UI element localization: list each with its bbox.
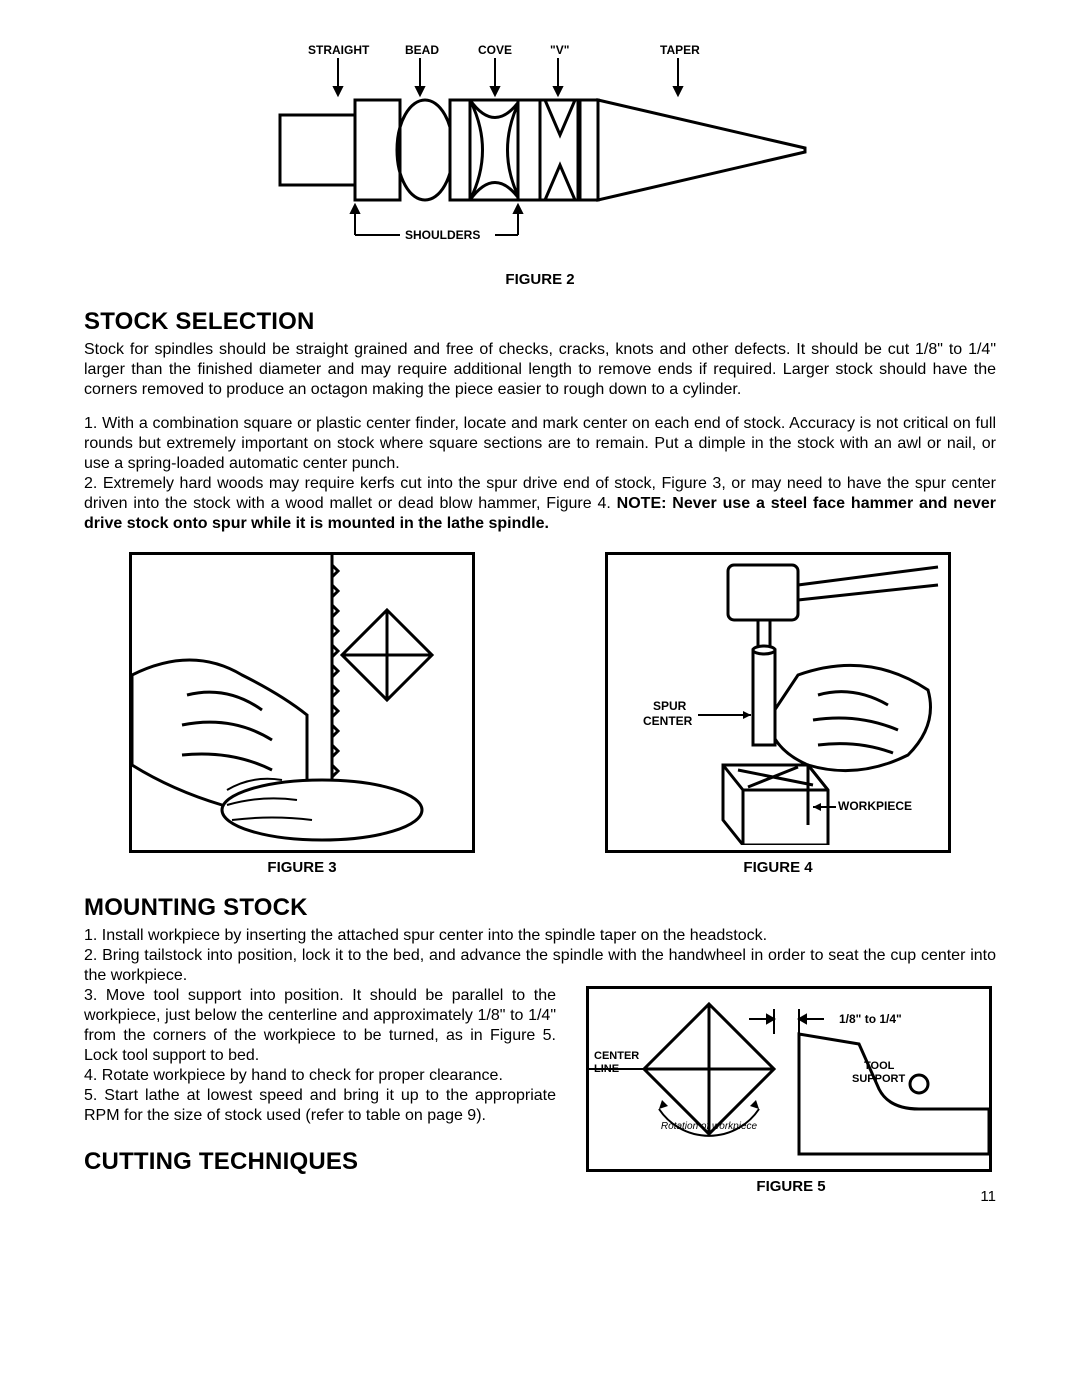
mounting-item-5: 5. Start lathe at lowest speed and bring… [84, 1086, 556, 1126]
label-line5: LINE [594, 1063, 619, 1075]
figure-4-svg: SPUR CENTER WORKPIECE [608, 555, 948, 845]
label-taper: TAPER [660, 43, 700, 57]
label-rotation: Rotation of workpiece [661, 1121, 758, 1132]
label-v: "V" [550, 43, 569, 57]
heading-stock-selection: STOCK SELECTION [84, 308, 996, 336]
figure-5-svg: 1/8" to 1/4" CENTER LINE TOOL SUPPORT Ro… [589, 989, 989, 1164]
label-shoulders: SHOULDERS [405, 228, 480, 242]
figures-3-4-row: FIGURE 3 [84, 552, 996, 876]
mounting-item-2: 2. Bring tailstock into position, lock i… [84, 946, 996, 986]
figure-2-caption: FIGURE 2 [84, 271, 996, 288]
figure-3: FIGURE 3 [84, 552, 520, 876]
label-cove: COVE [478, 43, 512, 57]
label-gap: 1/8" to 1/4" [839, 1012, 902, 1026]
label-straight: STRAIGHT [308, 43, 370, 57]
mounting-wrapped-text: 3. Move tool support into position. It s… [84, 986, 556, 1180]
mounting-row: 3. Move tool support into position. It s… [84, 986, 996, 1195]
figure-2: STRAIGHT BEAD COVE "V" TAPER [84, 40, 996, 288]
figure-3-svg [132, 555, 472, 845]
label-workpiece: WORKPIECE [838, 799, 912, 813]
figure-3-caption: FIGURE 3 [84, 859, 520, 876]
label-tool: TOOL [864, 1060, 895, 1072]
label-spur: SPUR [653, 699, 687, 713]
mounting-item-4: 4. Rotate workpiece by hand to check for… [84, 1066, 556, 1086]
mounting-item-1: 1. Install workpiece by inserting the at… [84, 926, 996, 946]
label-center5: CENTER [594, 1050, 639, 1062]
label-center: CENTER [643, 714, 693, 728]
mounting-item-3: 3. Move tool support into position. It s… [84, 986, 556, 1066]
figure-5-caption: FIGURE 5 [586, 1178, 996, 1195]
stock-selection-item-1: 1. With a combination square or plastic … [84, 414, 996, 474]
heading-mounting: MOUNTING STOCK [84, 894, 996, 922]
document-page: STRAIGHT BEAD COVE "V" TAPER [0, 0, 1080, 1225]
stock-selection-intro: Stock for spindles should be straight gr… [84, 340, 996, 400]
label-bead: BEAD [405, 43, 439, 57]
figure-4-caption: FIGURE 4 [560, 859, 996, 876]
figure-4: SPUR CENTER WORKPIECE FIGURE 4 [560, 552, 996, 876]
label-support: SUPPORT [852, 1073, 905, 1085]
page-number: 11 [980, 1188, 996, 1205]
stock-selection-item-2: 2. Extremely hard woods may require kerf… [84, 474, 996, 534]
heading-cutting: CUTTING TECHNIQUES [84, 1148, 556, 1176]
figure-2-svg: STRAIGHT BEAD COVE "V" TAPER [260, 40, 820, 260]
figure-5: 1/8" to 1/4" CENTER LINE TOOL SUPPORT Ro… [586, 986, 996, 1195]
